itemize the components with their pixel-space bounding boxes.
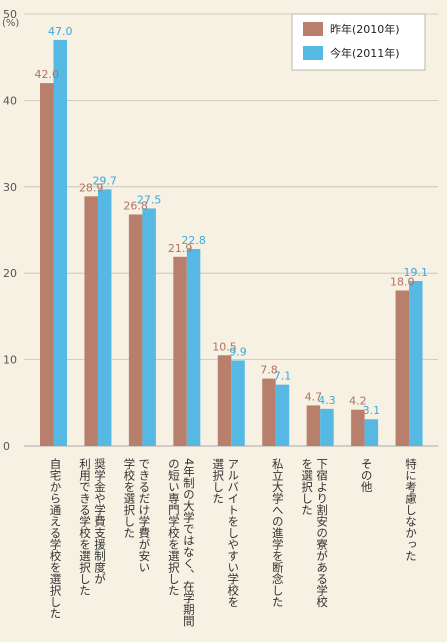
bar (97, 189, 112, 446)
bar (351, 409, 365, 446)
category-label: の短い専門学校を選択した (167, 458, 181, 596)
category-label: 私立大学への進学を断念した (271, 458, 285, 608)
bar (306, 405, 321, 446)
bar (84, 196, 98, 446)
y-tick-label: 40 (3, 94, 17, 107)
data-label: 21.9 (168, 242, 193, 255)
bar (53, 39, 67, 447)
data-label: 7.1 (274, 370, 292, 383)
data-label: 27.5 (137, 193, 162, 206)
value-labels: 42.0 47.0 28.929.7 26.827.5 21.922.8 10.59.9 7… (35, 25, 429, 417)
bar (186, 249, 201, 446)
data-label: 28.9 (79, 181, 104, 194)
legend-label: 今年(2011年) (330, 46, 400, 60)
category-label: アルバイトをしやすい学校を (226, 458, 240, 608)
y-tick-label: 10 (3, 354, 17, 367)
y-tick-label: 50 (3, 8, 17, 21)
data-label: 29.7 (92, 174, 117, 187)
data-label: 19.1 (404, 266, 429, 279)
data-label: 4.3 (318, 394, 336, 407)
category-label: できるだけ学費が安い (137, 458, 151, 573)
y-tick-label: 30 (3, 181, 17, 194)
bar (409, 280, 423, 446)
data-label: 26.8 (123, 199, 148, 212)
data-label: 3.1 (363, 404, 381, 417)
category-label: 自宅から通える学校を選択した (49, 458, 63, 619)
y-axis: 0 10 20 30 40 50(%) (2, 8, 19, 453)
data-label: 10.5 (212, 340, 237, 353)
data-label: 9.9 (229, 345, 247, 358)
data-label: 42.0 (35, 68, 60, 81)
legend: 昨年(2010年) 今年(2011年) (291, 13, 426, 71)
bar (320, 408, 334, 446)
bar (395, 290, 410, 446)
data-label: 47.0 (48, 25, 73, 38)
data-label: 7.8 (260, 364, 278, 377)
category-label: 奨学金や学費支援制度が (93, 457, 107, 584)
category-label: 選択した (211, 458, 225, 504)
bar (128, 214, 143, 446)
data-label: 18.0 (390, 275, 415, 288)
category-label: 下宿より割安の寮がある学校 (315, 458, 329, 608)
legend-swatch (303, 22, 323, 36)
legend-label: 昨年(2010年) (330, 22, 400, 36)
category-label: 利用できる学校を選択した (78, 458, 92, 596)
category-label: を選択した (300, 458, 314, 516)
bar (142, 208, 156, 446)
category-label: 4年制の大学ではなく、在学期間 (182, 458, 196, 627)
bar (262, 378, 276, 446)
legend-swatch (303, 46, 323, 60)
category-label: その他 (360, 458, 374, 493)
y-tick-label: 20 (3, 267, 17, 280)
data-label: 22.8 (181, 234, 206, 247)
y-unit-label: (%) (2, 18, 19, 29)
bar (275, 384, 290, 446)
bars (40, 39, 423, 447)
bar (40, 83, 54, 447)
bar (231, 360, 245, 446)
category-label: 学校を選択した (122, 457, 136, 538)
data-label: 4.7 (305, 390, 323, 403)
data-label: 4.2 (349, 395, 367, 408)
bar (364, 419, 379, 446)
bar (173, 256, 187, 446)
bar (217, 355, 232, 446)
y-tick-label: 0 (3, 440, 10, 453)
category-label: 特に考慮しなかった (404, 457, 418, 561)
